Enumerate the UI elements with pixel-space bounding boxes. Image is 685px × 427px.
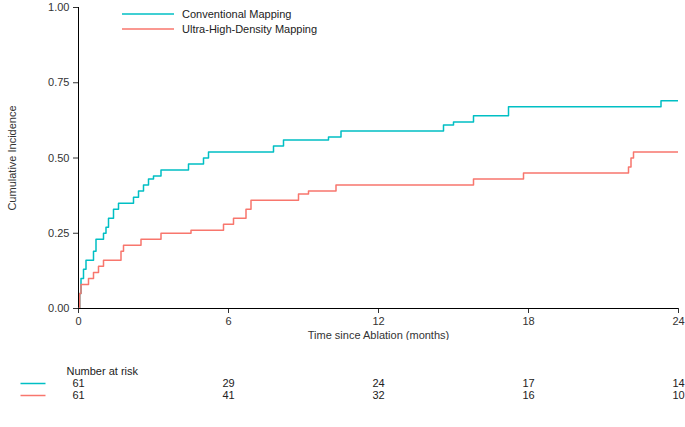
svg-text:61: 61: [72, 389, 84, 401]
svg-text:61: 61: [72, 377, 84, 389]
svg-text:29: 29: [222, 377, 234, 389]
svg-text:32: 32: [372, 389, 384, 401]
svg-text:0.25: 0.25: [48, 227, 69, 239]
svg-text:0.75: 0.75: [48, 76, 69, 88]
svg-text:12: 12: [372, 315, 384, 327]
svg-text:Cumulative Incidence: Cumulative Incidence: [6, 105, 18, 210]
svg-text:41: 41: [222, 389, 234, 401]
svg-text:14: 14: [672, 377, 684, 389]
svg-text:10: 10: [672, 389, 684, 401]
html-text:Ultra-High-Density Mapping: Ultra-High-Density Mapping: [182, 22, 318, 35]
svg-text:6: 6: [225, 315, 231, 327]
svg-text:0.00: 0.00: [48, 302, 69, 314]
svg-text:0.50: 0.50: [48, 152, 69, 164]
svg-text:17: 17: [522, 377, 534, 389]
svg-text:Number at risk: Number at risk: [67, 365, 139, 377]
html-text:Conventional Mapping: Conventional Mapping: [182, 7, 292, 20]
svg-text:16: 16: [522, 389, 534, 401]
svg-text:18: 18: [522, 315, 534, 327]
svg-text:0: 0: [75, 315, 81, 327]
svg-text:Time since Ablation (months): Time since Ablation (months): [308, 329, 449, 341]
svg-text:24: 24: [372, 377, 384, 389]
svg-text:24: 24: [672, 315, 684, 327]
svg-text:1.00: 1.00: [48, 1, 69, 13]
